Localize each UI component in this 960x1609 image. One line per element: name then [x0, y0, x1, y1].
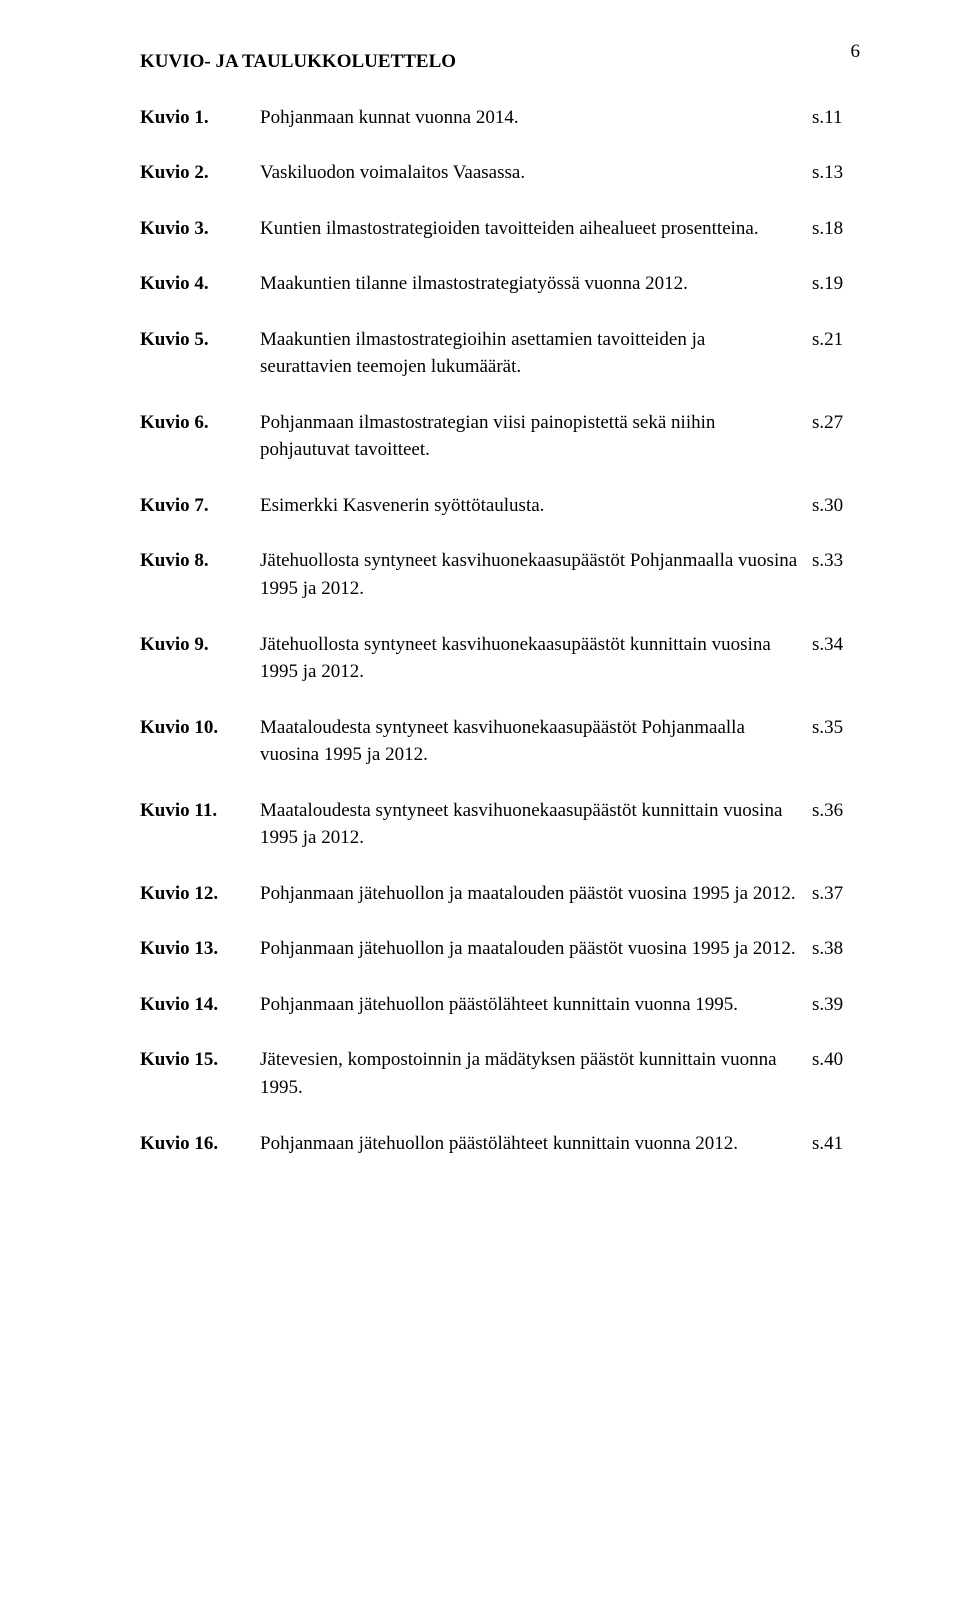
entry-body: Pohjanmaan jätehuollon ja maatalouden pä… [260, 880, 860, 908]
entry-page-ref: s.33 [812, 547, 860, 602]
entry-label: Kuvio 13. [140, 935, 260, 963]
entry-body: Kuntien ilmastostrategioiden tavoitteide… [260, 215, 860, 243]
entry-label: Kuvio 1. [140, 104, 260, 132]
entry-page-ref: s.40 [812, 1046, 860, 1101]
entry-label: Kuvio 14. [140, 991, 260, 1019]
entry-description: Esimerkki Kasvenerin syöttötaulusta. [260, 492, 812, 520]
list-title: KUVIO- JA TAULUKKOLUETTELO [140, 48, 860, 76]
entry-body: Maakuntien tilanne ilmastostrategiatyöss… [260, 270, 860, 298]
entry-description: Kuntien ilmastostrategioiden tavoitteide… [260, 215, 812, 243]
entry-description: Maataloudesta syntyneet kasvihuonekaasup… [260, 797, 812, 852]
entry-label: Kuvio 8. [140, 547, 260, 602]
page-number: 6 [851, 38, 861, 66]
entry-page-ref: s.21 [812, 326, 860, 381]
entry-description: Maakuntien tilanne ilmastostrategiatyöss… [260, 270, 812, 298]
entry-description: Jätevesien, kompostoinnin ja mädätyksen … [260, 1046, 812, 1101]
list-item: Kuvio 12.Pohjanmaan jätehuollon ja maata… [140, 880, 860, 908]
entry-page-ref: s.18 [812, 215, 860, 243]
list-item: Kuvio 2.Vaskiluodon voimalaitos Vaasassa… [140, 159, 860, 187]
entry-body: Pohjanmaan jätehuollon päästölähteet kun… [260, 991, 860, 1019]
entry-description: Jätehuollosta syntyneet kasvihuonekaasup… [260, 631, 812, 686]
entry-label: Kuvio 4. [140, 270, 260, 298]
list-item: Kuvio 8.Jätehuollosta syntyneet kasvihuo… [140, 547, 860, 602]
entry-label: Kuvio 3. [140, 215, 260, 243]
list-item: Kuvio 11.Maataloudesta syntyneet kasvihu… [140, 797, 860, 852]
entry-page-ref: s.30 [812, 492, 860, 520]
entry-label: Kuvio 16. [140, 1130, 260, 1158]
entry-label: Kuvio 12. [140, 880, 260, 908]
entry-description: Pohjanmaan jätehuollon ja maatalouden pä… [260, 880, 812, 908]
entry-description: Pohjanmaan jätehuollon päästölähteet kun… [260, 991, 812, 1019]
entry-body: Maataloudesta syntyneet kasvihuonekaasup… [260, 714, 860, 769]
list-item: Kuvio 13.Pohjanmaan jätehuollon ja maata… [140, 935, 860, 963]
entry-body: Maakuntien ilmastostrategioihin asettami… [260, 326, 860, 381]
list-item: Kuvio 16.Pohjanmaan jätehuollon päästölä… [140, 1130, 860, 1158]
list-item: Kuvio 4.Maakuntien tilanne ilmastostrate… [140, 270, 860, 298]
entry-body: Maataloudesta syntyneet kasvihuonekaasup… [260, 797, 860, 852]
entry-page-ref: s.27 [812, 409, 860, 464]
entry-body: Jätevesien, kompostoinnin ja mädätyksen … [260, 1046, 860, 1101]
entry-description: Maataloudesta syntyneet kasvihuonekaasup… [260, 714, 812, 769]
entry-label: Kuvio 6. [140, 409, 260, 464]
entry-body: Pohjanmaan kunnat vuonna 2014.s.11 [260, 104, 860, 132]
list-item: Kuvio 9.Jätehuollosta syntyneet kasvihuo… [140, 631, 860, 686]
entry-page-ref: s.37 [812, 880, 860, 908]
entry-body: Pohjanmaan jätehuollon ja maatalouden pä… [260, 935, 860, 963]
list-item: Kuvio 6.Pohjanmaan ilmastostrategian vii… [140, 409, 860, 464]
entry-label: Kuvio 2. [140, 159, 260, 187]
entry-description: Pohjanmaan jätehuollon päästölähteet kun… [260, 1130, 812, 1158]
entry-body: Pohjanmaan ilmastostrategian viisi paino… [260, 409, 860, 464]
entry-label: Kuvio 10. [140, 714, 260, 769]
entry-page-ref: s.11 [812, 104, 860, 132]
entry-description: Vaskiluodon voimalaitos Vaasassa. [260, 159, 812, 187]
entry-page-ref: s.39 [812, 991, 860, 1019]
entry-body: Jätehuollosta syntyneet kasvihuonekaasup… [260, 547, 860, 602]
entry-label: Kuvio 9. [140, 631, 260, 686]
entry-label: Kuvio 11. [140, 797, 260, 852]
entry-page-ref: s.36 [812, 797, 860, 852]
entry-page-ref: s.35 [812, 714, 860, 769]
entry-page-ref: s.13 [812, 159, 860, 187]
entry-body: Jätehuollosta syntyneet kasvihuonekaasup… [260, 631, 860, 686]
entry-page-ref: s.41 [812, 1130, 860, 1158]
list-item: Kuvio 1.Pohjanmaan kunnat vuonna 2014.s.… [140, 104, 860, 132]
entry-page-ref: s.34 [812, 631, 860, 686]
entry-page-ref: s.19 [812, 270, 860, 298]
entry-body: Esimerkki Kasvenerin syöttötaulusta.s.30 [260, 492, 860, 520]
list-item: Kuvio 15.Jätevesien, kompostoinnin ja mä… [140, 1046, 860, 1101]
list-item: Kuvio 3.Kuntien ilmastostrategioiden tav… [140, 215, 860, 243]
entry-description: Pohjanmaan kunnat vuonna 2014. [260, 104, 812, 132]
entry-description: Maakuntien ilmastostrategioihin asettami… [260, 326, 812, 381]
entry-description: Jätehuollosta syntyneet kasvihuonekaasup… [260, 547, 812, 602]
list-item: Kuvio 10.Maataloudesta syntyneet kasvihu… [140, 714, 860, 769]
entry-label: Kuvio 5. [140, 326, 260, 381]
entry-page-ref: s.38 [812, 935, 860, 963]
entry-label: Kuvio 7. [140, 492, 260, 520]
figure-list: Kuvio 1.Pohjanmaan kunnat vuonna 2014.s.… [140, 104, 860, 1158]
entry-body: Pohjanmaan jätehuollon päästölähteet kun… [260, 1130, 860, 1158]
entry-label: Kuvio 15. [140, 1046, 260, 1101]
entry-description: Pohjanmaan jätehuollon ja maatalouden pä… [260, 935, 812, 963]
list-item: Kuvio 7.Esimerkki Kasvenerin syöttötaulu… [140, 492, 860, 520]
entry-description: Pohjanmaan ilmastostrategian viisi paino… [260, 409, 812, 464]
list-item: Kuvio 5.Maakuntien ilmastostrategioihin … [140, 326, 860, 381]
list-item: Kuvio 14.Pohjanmaan jätehuollon päästölä… [140, 991, 860, 1019]
entry-body: Vaskiluodon voimalaitos Vaasassa.s.13 [260, 159, 860, 187]
